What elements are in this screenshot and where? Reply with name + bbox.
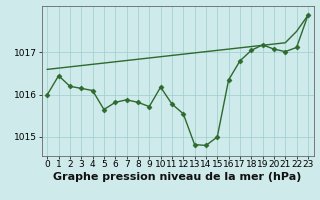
X-axis label: Graphe pression niveau de la mer (hPa): Graphe pression niveau de la mer (hPa) <box>53 172 302 182</box>
